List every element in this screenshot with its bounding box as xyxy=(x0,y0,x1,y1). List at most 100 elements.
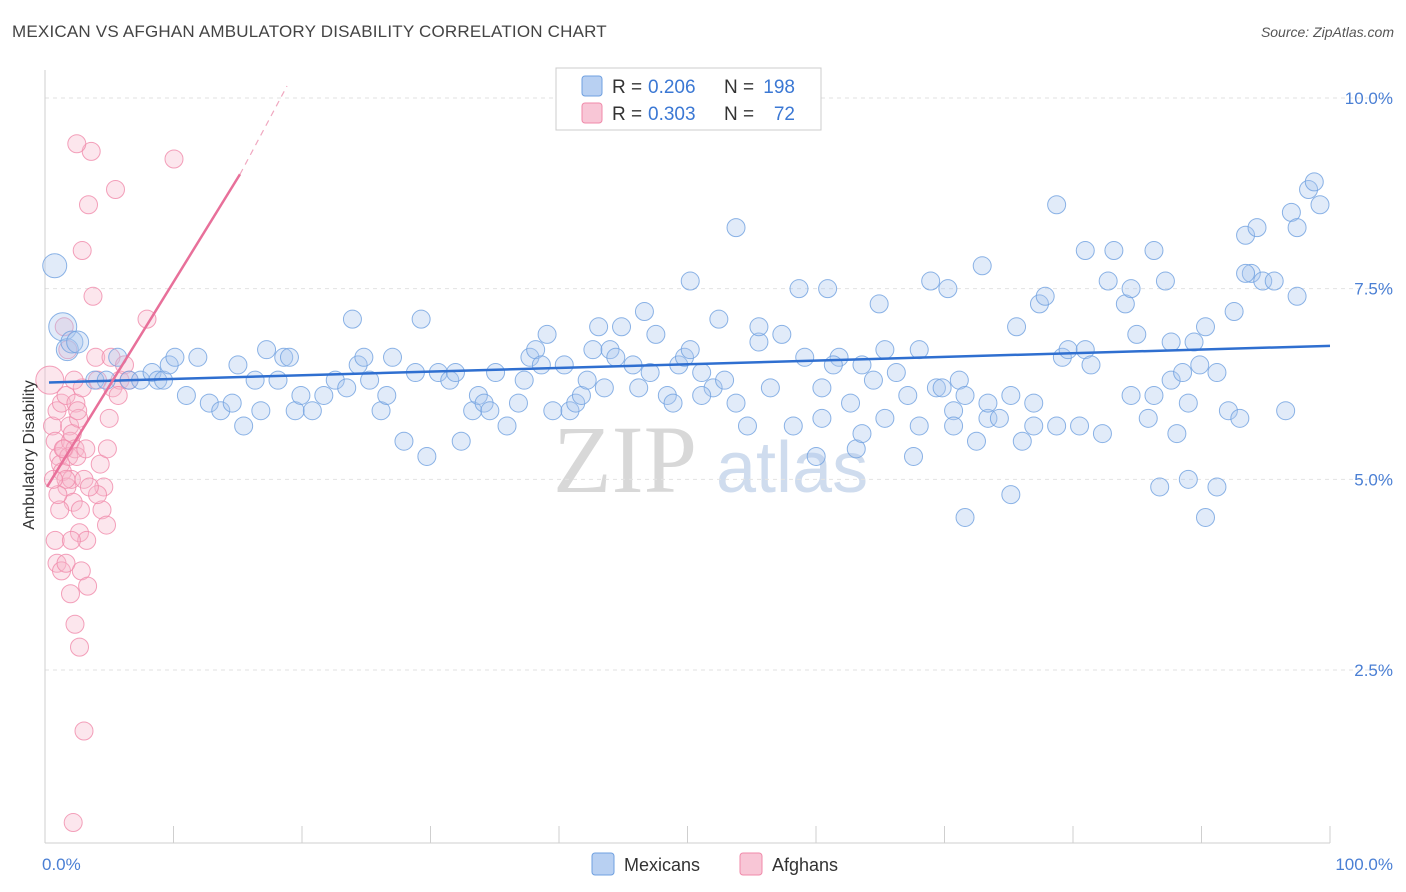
afghans-point xyxy=(66,615,84,633)
mexicans-point xyxy=(258,341,276,359)
mexicans-point xyxy=(412,310,430,328)
mexicans-point xyxy=(1145,386,1163,404)
mexicans-point xyxy=(681,341,699,359)
mexicans-point xyxy=(819,280,837,298)
mexicans-point xyxy=(595,379,613,397)
mexicans-point xyxy=(773,325,791,343)
mexicans-point xyxy=(693,364,711,382)
legend-afghans-swatch xyxy=(740,853,762,875)
mexicans-point xyxy=(229,356,247,374)
mexicans-point xyxy=(973,257,991,275)
afghans-point xyxy=(98,440,116,458)
mexicans-point xyxy=(864,371,882,389)
afghans-point xyxy=(62,585,80,603)
mexicans-point xyxy=(487,364,505,382)
mexicans-point xyxy=(498,417,516,435)
watermark-zip: ZIP xyxy=(553,406,697,513)
mexicans-point xyxy=(1048,196,1066,214)
mexicans-point xyxy=(967,432,985,450)
mexicans-point xyxy=(292,386,310,404)
mexicans-point xyxy=(979,394,997,412)
mexicans-point xyxy=(939,280,957,298)
mexicans-point xyxy=(1105,242,1123,260)
mexicans-point xyxy=(343,310,361,328)
mexicans-point xyxy=(1025,417,1043,435)
afghans-point xyxy=(100,409,118,427)
mexicans-point xyxy=(910,341,928,359)
afghans-point xyxy=(69,402,87,420)
afghans-point xyxy=(65,371,83,389)
mexicans-point xyxy=(1076,242,1094,260)
mexicans-point xyxy=(584,341,602,359)
mexicans-point xyxy=(177,386,195,404)
mexicans-point xyxy=(1002,386,1020,404)
mexicans-point xyxy=(1099,272,1117,290)
mexicans-point xyxy=(922,272,940,290)
stats-legend: R = 0.206 N = 198 R = 0.303 N = 72 xyxy=(556,68,821,130)
mexicans-point xyxy=(933,379,951,397)
mexicans-point xyxy=(727,219,745,237)
mexicans-point xyxy=(1196,318,1214,336)
x-tick-label: 0.0% xyxy=(42,855,81,874)
mexicans-point xyxy=(761,379,779,397)
afghans-point xyxy=(62,531,80,549)
mexicans-point xyxy=(1036,287,1054,305)
afghans-point xyxy=(71,638,89,656)
afghans-point xyxy=(75,722,93,740)
mexicans-point xyxy=(727,394,745,412)
mexicans-point xyxy=(716,371,734,389)
mexicans-point xyxy=(1139,409,1157,427)
afghans-point xyxy=(77,440,95,458)
afghans-r-label: R = xyxy=(612,104,642,125)
mexicans-point xyxy=(1237,264,1255,282)
mexicans-point xyxy=(235,417,253,435)
afghans-point xyxy=(71,501,89,519)
mexicans-point xyxy=(481,402,499,420)
mexicans-point xyxy=(355,348,373,366)
afghans-legend-swatch xyxy=(582,103,602,123)
mexicans-point xyxy=(555,356,573,374)
mexicans-point xyxy=(1305,173,1323,191)
mexicans-point xyxy=(1179,394,1197,412)
mexicans-point xyxy=(613,318,631,336)
mexicans-point xyxy=(807,447,825,465)
mexicans-point xyxy=(876,341,894,359)
mexicans-point xyxy=(1208,364,1226,382)
mexicans-point xyxy=(578,371,596,389)
mexicans-point xyxy=(1277,402,1295,420)
mexicans-point xyxy=(515,371,533,389)
mexicans-point xyxy=(544,402,562,420)
afghans-r-value: 0.303 xyxy=(648,104,696,125)
mexicans-legend-swatch xyxy=(582,76,602,96)
mexicans-n-label: N = xyxy=(724,77,754,98)
mexicans-point xyxy=(1196,508,1214,526)
mexicans-point xyxy=(1122,280,1140,298)
mexicans-point xyxy=(1288,219,1306,237)
mexicans-point xyxy=(1093,425,1111,443)
mexicans-point xyxy=(338,379,356,397)
mexicans-point xyxy=(945,417,963,435)
mexicans-point xyxy=(395,432,413,450)
mexicans-point xyxy=(315,386,333,404)
mexicans-point xyxy=(1311,196,1329,214)
mexicans-point xyxy=(1174,364,1192,382)
mexicans-point xyxy=(813,409,831,427)
mexicans-point xyxy=(853,425,871,443)
afghans-point xyxy=(68,135,86,153)
mexicans-point xyxy=(1122,386,1140,404)
mexicans-point xyxy=(887,364,905,382)
afghans-point xyxy=(107,181,125,199)
afghans-n-value: 72 xyxy=(774,104,795,125)
mexicans-point xyxy=(1151,478,1169,496)
mexicans-point xyxy=(681,272,699,290)
mexicans-point xyxy=(956,508,974,526)
mexicans-point xyxy=(446,364,464,382)
mexicans-r-value: 0.206 xyxy=(648,77,696,98)
mexicans-point xyxy=(710,310,728,328)
mexicans-point xyxy=(790,280,808,298)
mexicans-point xyxy=(796,348,814,366)
y-tick-label: 2.5% xyxy=(1354,661,1393,680)
legend-mexicans-label: Mexicans xyxy=(624,855,700,875)
afghans-point xyxy=(46,531,64,549)
mexicans-point xyxy=(1208,478,1226,496)
